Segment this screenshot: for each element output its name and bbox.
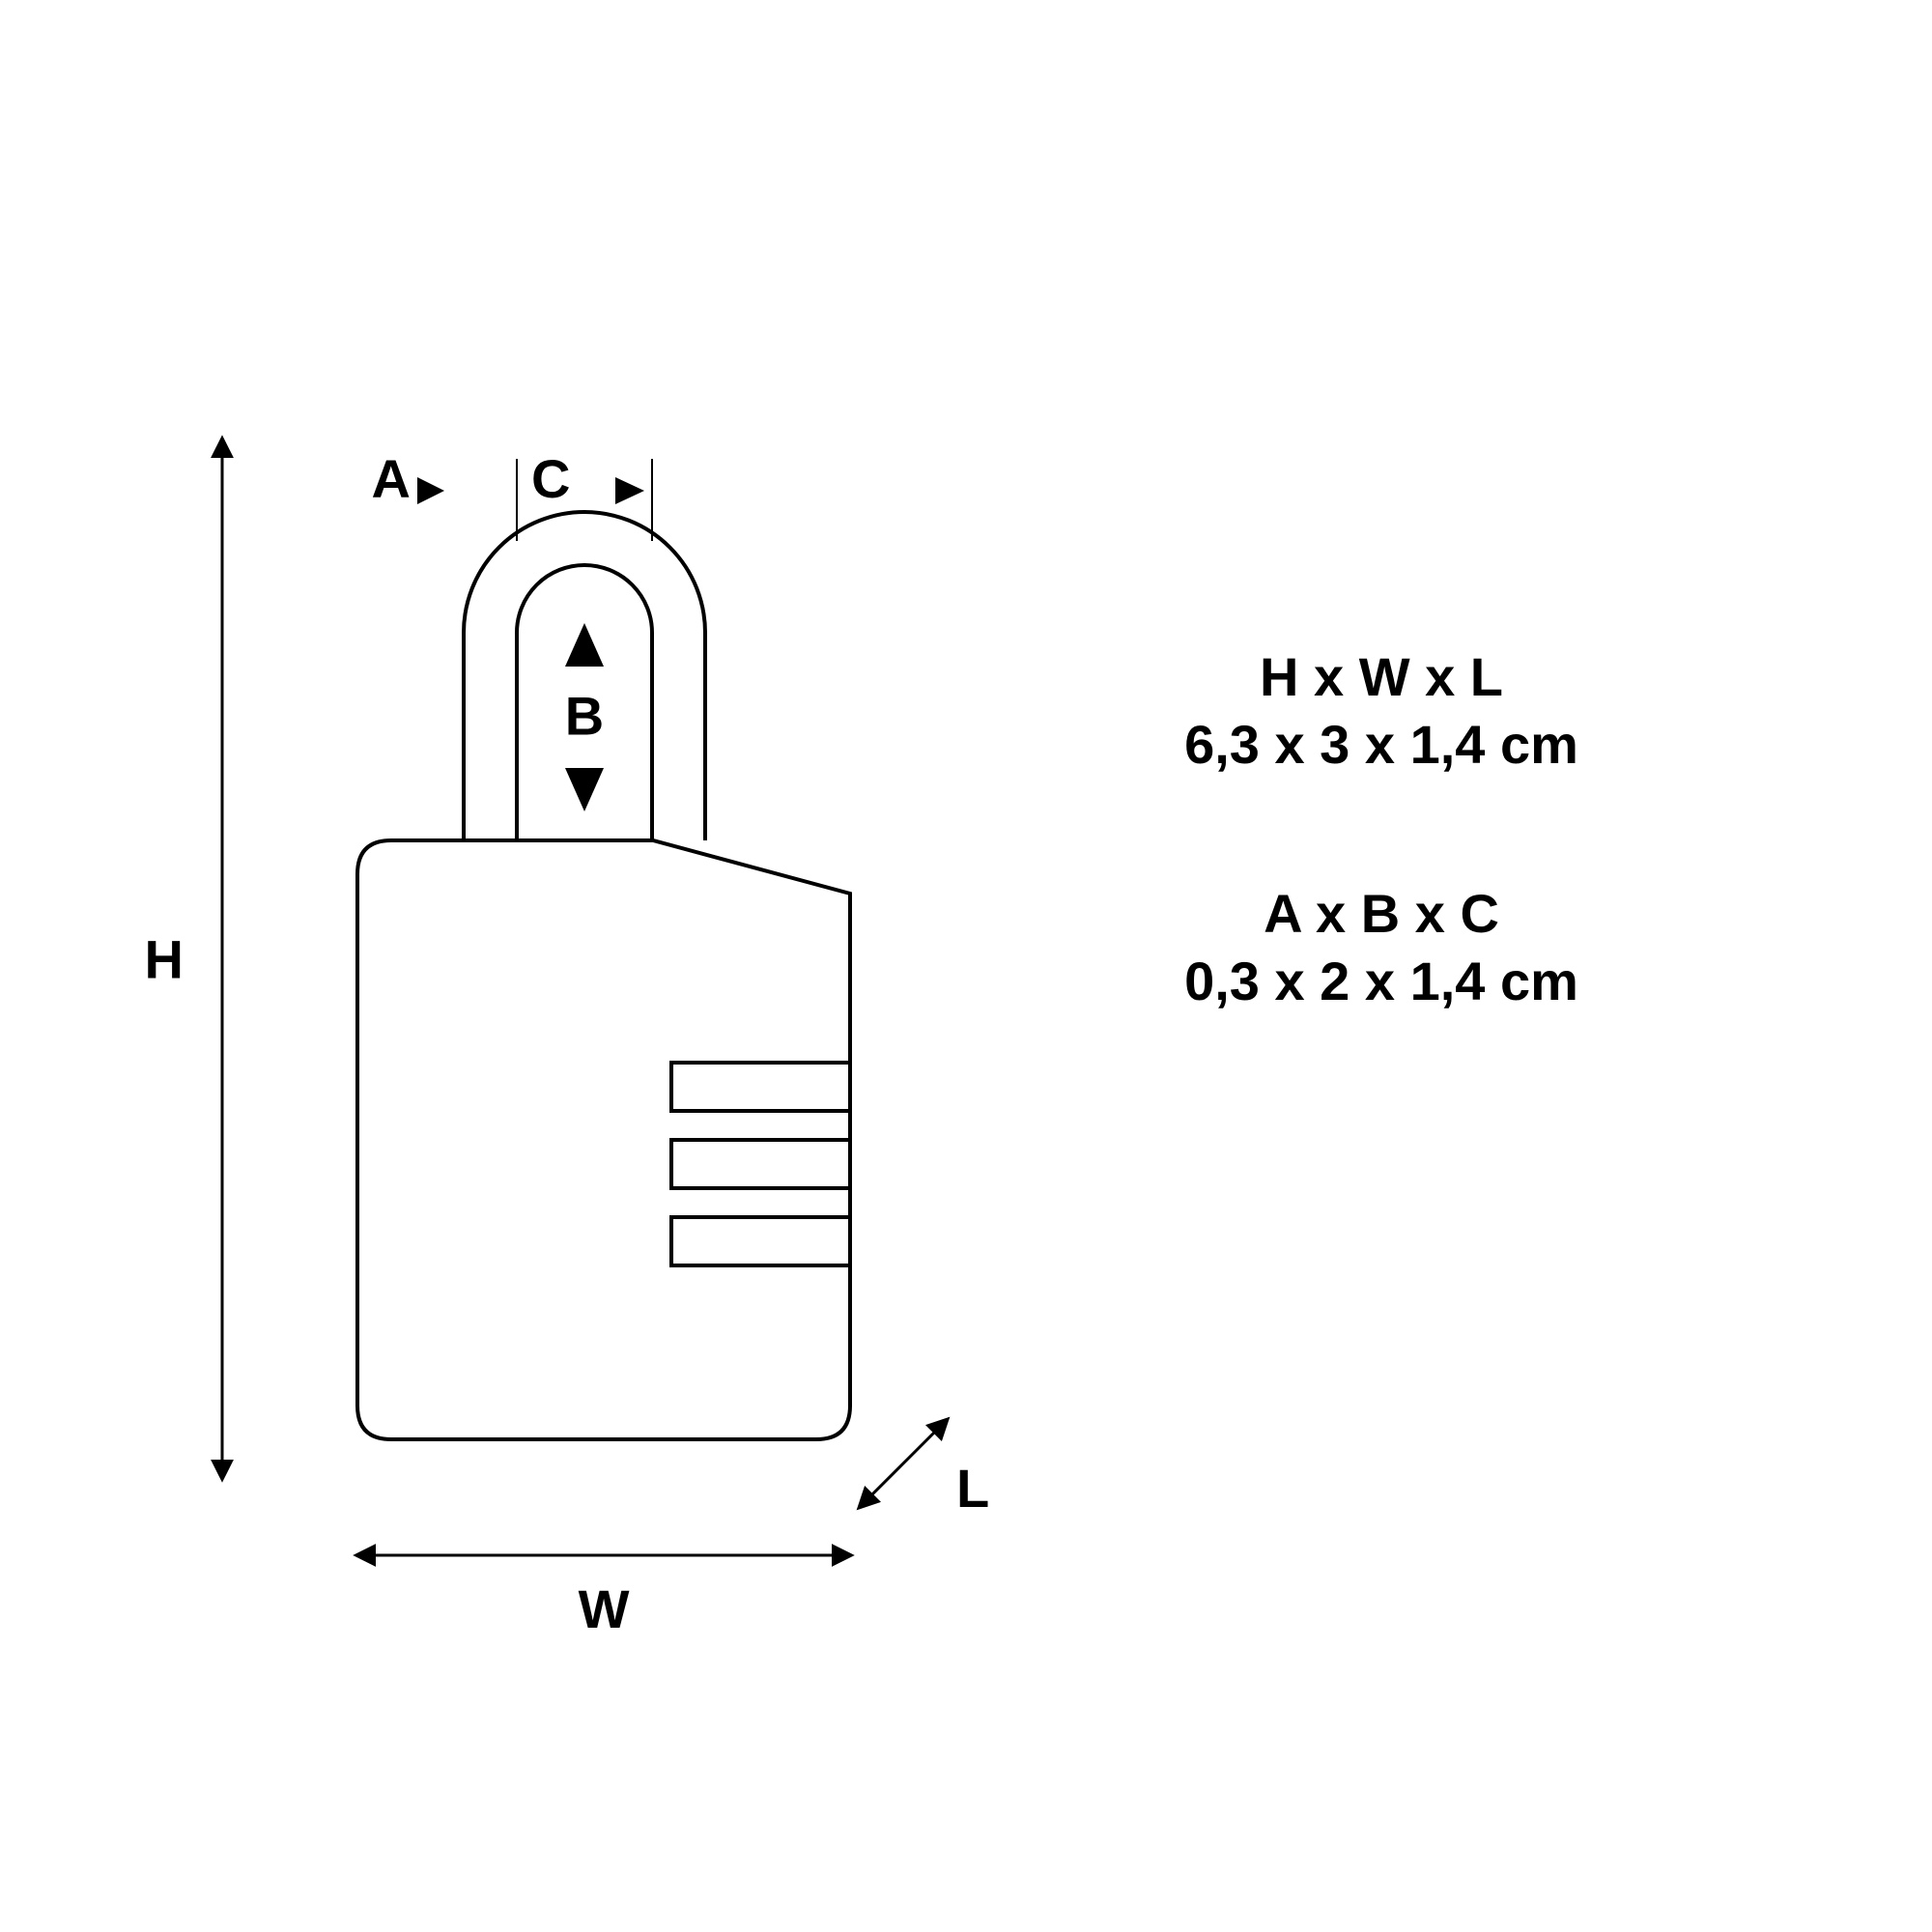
label-W: W [579,1578,630,1639]
spec-abc-title: A x B x C [1264,883,1499,944]
label-C: C [531,448,570,509]
spec-hwl-title: H x W x L [1260,646,1503,707]
dimension-A: A [372,448,444,509]
spec-block: H x W x L 6,3 x 3 x 1,4 cm A x B x C 0,3… [1184,646,1578,1011]
dimension-H: H [145,440,222,1478]
label-H: H [145,929,184,990]
label-A: A [372,448,411,509]
combination-dials [671,1063,850,1265]
spec-hwl-value: 6,3 x 3 x 1,4 cm [1184,714,1578,775]
padlock-dimension-diagram: H W L A C B H x W x L 6,3 x 3 x 1,4 cm A… [0,0,1932,1932]
dimension-W: W [357,1555,850,1639]
label-B: B [565,686,604,747]
dimension-B: B [565,623,604,811]
spec-abc-value: 0,3 x 2 x 1,4 cm [1184,951,1578,1011]
dimension-L: L [860,1420,989,1519]
dimension-C: C [531,448,644,509]
label-L: L [956,1458,989,1519]
